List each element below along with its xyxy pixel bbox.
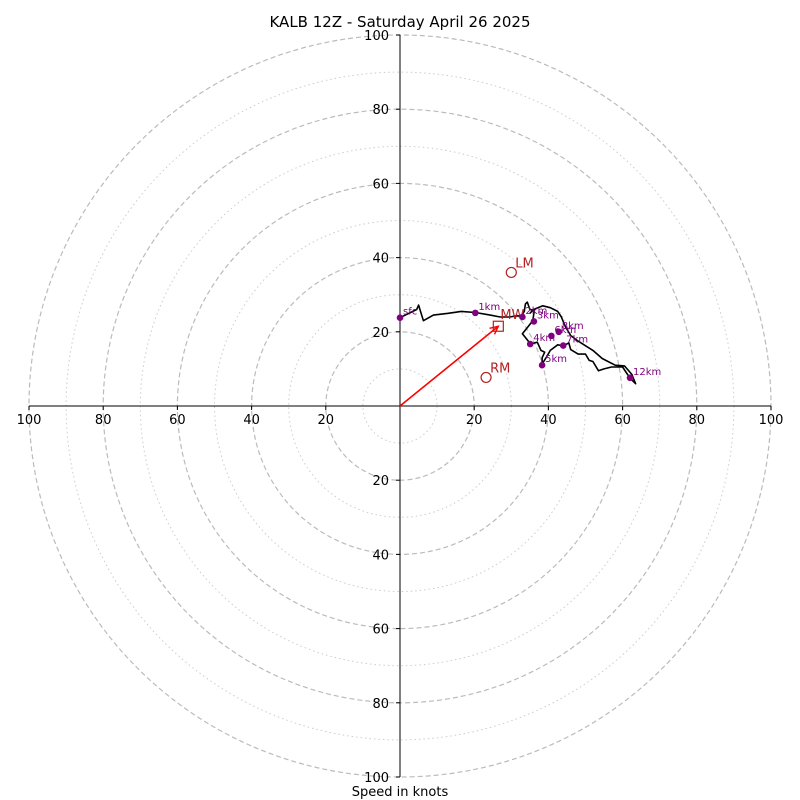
y-tick-label: 100	[364, 771, 389, 786]
height-label: 1km	[478, 302, 500, 313]
x-axis-label: Speed in knots	[352, 785, 449, 800]
lm-storm-motion-label: LM	[515, 256, 533, 271]
x-tick-label: 60	[614, 413, 631, 428]
y-tick-label: 100	[364, 29, 389, 44]
height-point	[626, 374, 634, 382]
rm-storm-motion-marker	[480, 371, 492, 384]
y-tick-label: 80	[372, 697, 389, 712]
height-label: 7km	[566, 335, 588, 346]
x-tick-label: 40	[243, 413, 260, 428]
y-tick-label: 40	[372, 252, 389, 267]
y-tick-label: 20	[372, 326, 389, 341]
chart-title: KALB 12Z - Saturday April 26 2025	[269, 13, 530, 31]
height-point	[526, 340, 534, 348]
mean-wind-label: MW	[500, 308, 524, 323]
height-label: sfc	[403, 307, 417, 318]
x-tick-label: 80	[689, 413, 706, 428]
hodograph-trace	[399, 301, 637, 385]
x-tick-label: 60	[169, 413, 186, 428]
y-tick-label: 40	[372, 548, 389, 563]
height-point	[396, 314, 404, 322]
x-tick-label: 100	[17, 413, 42, 428]
tick-labels: 20 20 20 20 40 40 40 40 60 60 60 60 80 80 80 80 100 100 10…	[17, 29, 784, 786]
height-point	[559, 342, 567, 349]
height-label: 2km	[525, 306, 547, 317]
height-point	[472, 309, 479, 317]
mean-wind-marker	[492, 320, 504, 332]
height-label: 12km	[633, 367, 661, 378]
x-tick-label: 40	[540, 413, 557, 428]
y-tick-label: 80	[372, 103, 389, 118]
x-tick-label: 100	[759, 413, 784, 428]
shear-vector-line	[399, 325, 499, 407]
height-label: 3km	[537, 310, 559, 321]
x-tick-label: 20	[466, 413, 483, 428]
height-label: 8km	[562, 321, 584, 332]
x-tick-label: 20	[318, 413, 335, 428]
height-point	[519, 313, 526, 321]
rm-storm-motion-label: RM	[490, 361, 510, 376]
y-tick-label: 60	[372, 177, 389, 192]
height-point	[538, 361, 546, 369]
y-tick-label: 60	[372, 623, 389, 638]
height-label: 6km	[554, 325, 576, 336]
height-label: 5km	[545, 354, 567, 365]
height-point	[548, 332, 555, 340]
lm-storm-motion-marker	[505, 266, 517, 279]
height-point	[530, 318, 538, 325]
y-tick-label: 20	[372, 474, 389, 489]
x-tick-label: 80	[95, 413, 112, 428]
height-label: 4km	[533, 333, 555, 344]
height-point	[555, 328, 563, 336]
